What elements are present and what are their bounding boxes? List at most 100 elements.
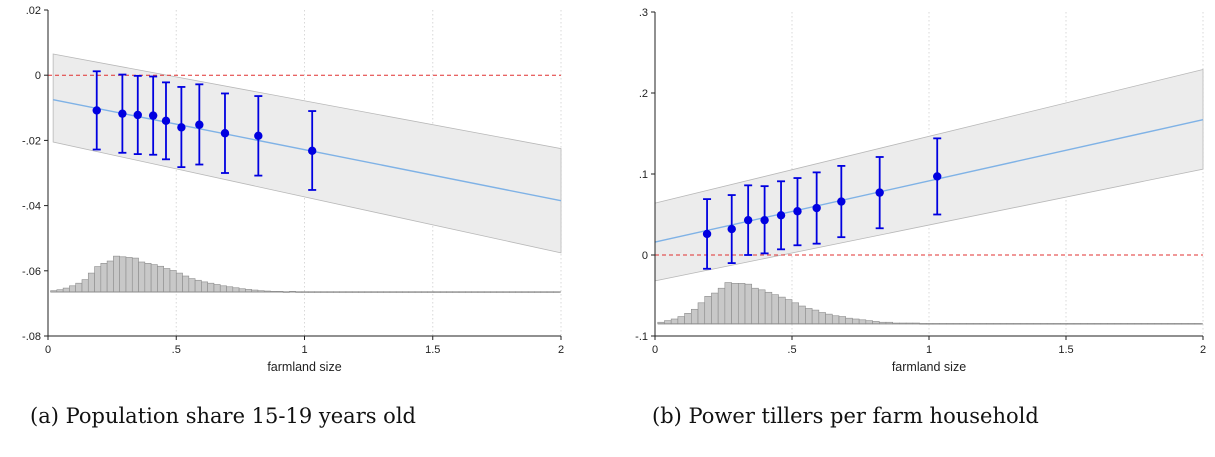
histogram-bar (845, 317, 853, 325)
histogram-bar (778, 296, 786, 325)
y-tick-label: -.1 (635, 331, 648, 343)
histogram-bar (144, 263, 152, 293)
y-tick-label: .2 (639, 88, 648, 100)
x-tick-label: .5 (172, 344, 181, 356)
y-tick-label: -.06 (22, 266, 41, 278)
histogram-bar (119, 256, 127, 293)
data-point (702, 229, 712, 239)
data-point (307, 146, 317, 156)
data-point (133, 110, 142, 120)
confidence-band (52, 53, 562, 254)
histogram-bar (226, 286, 234, 293)
y-tick-label: .1 (639, 169, 648, 181)
y-tick-label: 0 (642, 250, 648, 262)
histogram-bar (75, 282, 83, 293)
x-tick-label: .5 (787, 344, 796, 356)
histogram-bar (106, 260, 114, 293)
data-point (118, 109, 127, 118)
histogram-bar (737, 283, 746, 325)
data-point-group (148, 75, 158, 156)
histogram-bar (852, 318, 860, 325)
x-tick-label: 1 (926, 344, 932, 356)
histogram-bar (744, 283, 753, 325)
data-point (727, 224, 736, 234)
data-point-group (307, 110, 317, 191)
histogram-bar (62, 287, 70, 293)
data-point-group (118, 73, 127, 154)
y-tick-label: 0 (35, 70, 41, 82)
histogram-bar (784, 299, 793, 325)
data-point-group (702, 198, 712, 270)
x-axis-title: farmland size (892, 360, 966, 374)
data-point (776, 211, 786, 220)
histogram-bar (758, 289, 766, 325)
histogram-bar (791, 302, 800, 325)
data-point (837, 197, 846, 206)
x-tick-label: 2 (558, 344, 564, 356)
histogram-bar (131, 257, 139, 293)
caption-b: (b) Power tillers per farm household (652, 404, 1039, 428)
histogram-bar (811, 309, 820, 325)
histogram-bar (100, 263, 108, 293)
histogram-bar (194, 279, 202, 293)
data-point-group (220, 92, 230, 174)
histogram-bar (691, 308, 699, 325)
data-point (793, 207, 802, 216)
histogram-bar (751, 287, 759, 325)
y-tick-label: .02 (26, 5, 41, 17)
histogram-bar (670, 318, 679, 325)
histogram (50, 255, 561, 293)
y-tick-label: -.02 (22, 135, 41, 147)
data-point-group (760, 185, 769, 255)
caption-a: (a) Population share 15-19 years old (30, 404, 416, 428)
histogram-bar (697, 302, 706, 325)
histogram-bar (201, 281, 208, 293)
histogram-bar (771, 294, 779, 325)
data-point-group (177, 86, 186, 169)
histogram-bar (838, 316, 847, 325)
data-point-group (195, 83, 204, 166)
data-point-group (837, 164, 846, 239)
data-point (812, 203, 821, 213)
histogram-bar (157, 265, 164, 293)
histogram-bar (163, 268, 171, 293)
data-point-group (776, 180, 786, 251)
x-tick-label: 0 (652, 344, 658, 356)
data-point-group (254, 95, 263, 177)
chart-panel-a: -.08 -.06 -.04 -.02 0 .02 0 .5 1 1.5 2 farmland siz… (22, 5, 564, 374)
histogram-bar (182, 275, 190, 293)
data-point-group (875, 156, 884, 230)
data-point (92, 106, 101, 115)
data-point (220, 129, 230, 138)
data-point (933, 172, 942, 181)
histogram-bar (138, 261, 146, 293)
data-point-group (161, 81, 171, 161)
data-point-group (727, 194, 736, 265)
histogram-bar (188, 278, 196, 293)
data-point (254, 131, 263, 141)
histogram-bar (724, 282, 732, 325)
data-point (875, 188, 884, 197)
histogram-bar (825, 313, 833, 325)
histogram-bar (684, 313, 692, 325)
x-tick-label: 1.5 (425, 344, 440, 356)
data-point (195, 120, 204, 129)
histogram-bar (69, 285, 77, 293)
histogram-bar (207, 282, 215, 293)
y-tick-label: -.08 (22, 331, 41, 343)
x-tick-label: 0 (45, 344, 51, 356)
histogram-bar (731, 283, 739, 325)
histogram-bar (711, 292, 719, 325)
histogram-bar (805, 308, 813, 325)
histogram (657, 282, 1203, 325)
histogram-bar (704, 296, 712, 325)
histogram-bar (175, 272, 183, 293)
x-axis-title: farmland size (267, 360, 341, 374)
histogram-bar (169, 270, 177, 293)
data-point-group (793, 177, 802, 247)
data-point-group (933, 137, 942, 216)
x-tick-label: 1.5 (1058, 344, 1073, 356)
data-point (161, 116, 171, 126)
data-point-group (743, 184, 753, 256)
